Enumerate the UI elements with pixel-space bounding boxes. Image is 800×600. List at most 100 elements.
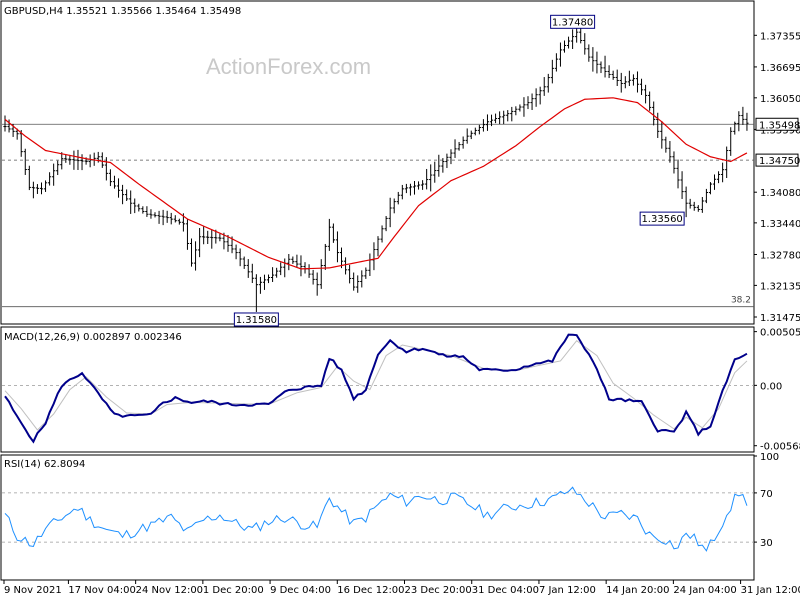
price-bar: [489, 114, 494, 127]
price-bar: [323, 243, 327, 270]
price-bar: [506, 110, 510, 122]
price-bar: [376, 236, 380, 257]
price-bar: [429, 164, 433, 192]
price-bar: [185, 219, 190, 250]
price-bar: [522, 97, 526, 117]
x-tick-label: 23 Dec 20:00: [405, 585, 472, 596]
price-tick-label: 1.36695: [760, 63, 800, 74]
price-label-text: 1.35498: [759, 120, 800, 131]
price-bar: [579, 26, 583, 44]
price-bar: [465, 128, 469, 144]
price-bar: [307, 264, 311, 278]
price-bar: [295, 254, 299, 268]
price-bar: [145, 206, 149, 217]
watermark: ActionForex.com: [206, 54, 371, 79]
price-bar: [591, 47, 595, 72]
x-tick-label: 31 Jan 12:00: [741, 585, 800, 596]
price-bar: [643, 84, 648, 104]
price-bar: [615, 69, 619, 86]
price-label-box: [755, 153, 799, 167]
annotation-label: 1.37480: [552, 17, 593, 28]
price-bar: [688, 198, 692, 209]
price-bar: [526, 96, 530, 110]
price-bar: [153, 212, 157, 218]
x-tick-label: 7 Jan 12:00: [539, 585, 596, 596]
price-bar: [518, 104, 522, 112]
macd-tick-label: -0.005682: [760, 442, 800, 453]
price-bar: [270, 267, 275, 282]
price-bar: [473, 127, 477, 136]
price-bar: [400, 184, 404, 200]
price-bar: [408, 183, 413, 196]
price-tick-label: 1.37355: [760, 31, 800, 42]
price-bar: [218, 233, 222, 242]
price-bar: [149, 209, 153, 219]
annotation-label: 1.33560: [641, 214, 682, 225]
price-bar: [652, 101, 656, 126]
annotation-label: 1.31580: [236, 315, 277, 326]
price-annotation-1: 1.33560: [639, 211, 685, 226]
price-bar: [684, 186, 688, 218]
price-bar: [76, 149, 80, 170]
price-bar: [15, 128, 19, 140]
x-tick-label: 1 Dec 20:00: [203, 585, 264, 596]
x-tick-label: 31 Dec 04:00: [472, 585, 539, 596]
price-bar: [56, 160, 60, 176]
fib-level-label: 38.2: [731, 296, 751, 306]
price-bar: [246, 259, 250, 278]
price-bar: [339, 247, 344, 269]
price-bar: [639, 78, 644, 95]
price-bar: [380, 225, 384, 243]
price-bar: [299, 255, 303, 277]
price-bar: [193, 241, 198, 271]
moving-average-line: [4, 97, 748, 270]
price-bar: [420, 180, 425, 190]
price-bar: [461, 136, 465, 149]
price-bar: [445, 153, 449, 169]
price-bar: [412, 180, 417, 195]
price-bar: [510, 106, 514, 122]
price-bar: [441, 158, 445, 173]
price-bar: [254, 274, 258, 312]
price-bar: [498, 111, 502, 125]
price-bar: [388, 197, 392, 228]
price-bar: [283, 258, 287, 278]
price-bar: [80, 154, 84, 171]
price-bar: [39, 182, 44, 195]
price-bar: [696, 205, 700, 212]
price-bar: [623, 76, 627, 89]
annotation-box: [233, 312, 279, 327]
price-bar: [35, 184, 40, 194]
price-bar: [729, 127, 733, 156]
price-bar: [116, 178, 121, 198]
price-bar: [433, 161, 437, 183]
price-bar: [120, 184, 125, 205]
price-bar: [607, 65, 611, 79]
price-bar: [502, 110, 506, 125]
price-annotation-0: 1.37480: [550, 14, 596, 29]
price-bar: [23, 148, 27, 175]
price-bar: [327, 218, 331, 251]
price-bar: [287, 254, 291, 271]
macd-tick-label: 0.00: [760, 381, 782, 392]
price-bar: [648, 91, 652, 111]
price-bar: [712, 174, 717, 190]
price-bar: [741, 106, 745, 125]
price-bar: [275, 267, 279, 278]
price-bar: [250, 263, 254, 284]
price-bar: [141, 206, 145, 214]
price-bar: [619, 72, 623, 93]
x-tick-label: 14 Jan 20:00: [606, 585, 669, 596]
axis-price-label-1: 1.34750: [755, 153, 800, 167]
price-tick-label: 1.32780: [760, 250, 800, 261]
price-bar: [262, 274, 267, 290]
price-tick-label: 1.32135: [760, 281, 800, 292]
price-bar: [47, 172, 52, 186]
price-bar: [392, 198, 396, 214]
price-bar: [477, 124, 481, 135]
price-bar: [360, 270, 364, 288]
price-bar: [279, 262, 283, 276]
price-bar: [404, 183, 408, 194]
price-bar: [384, 216, 388, 232]
axis-price-label-0: 1.35498: [755, 117, 800, 131]
